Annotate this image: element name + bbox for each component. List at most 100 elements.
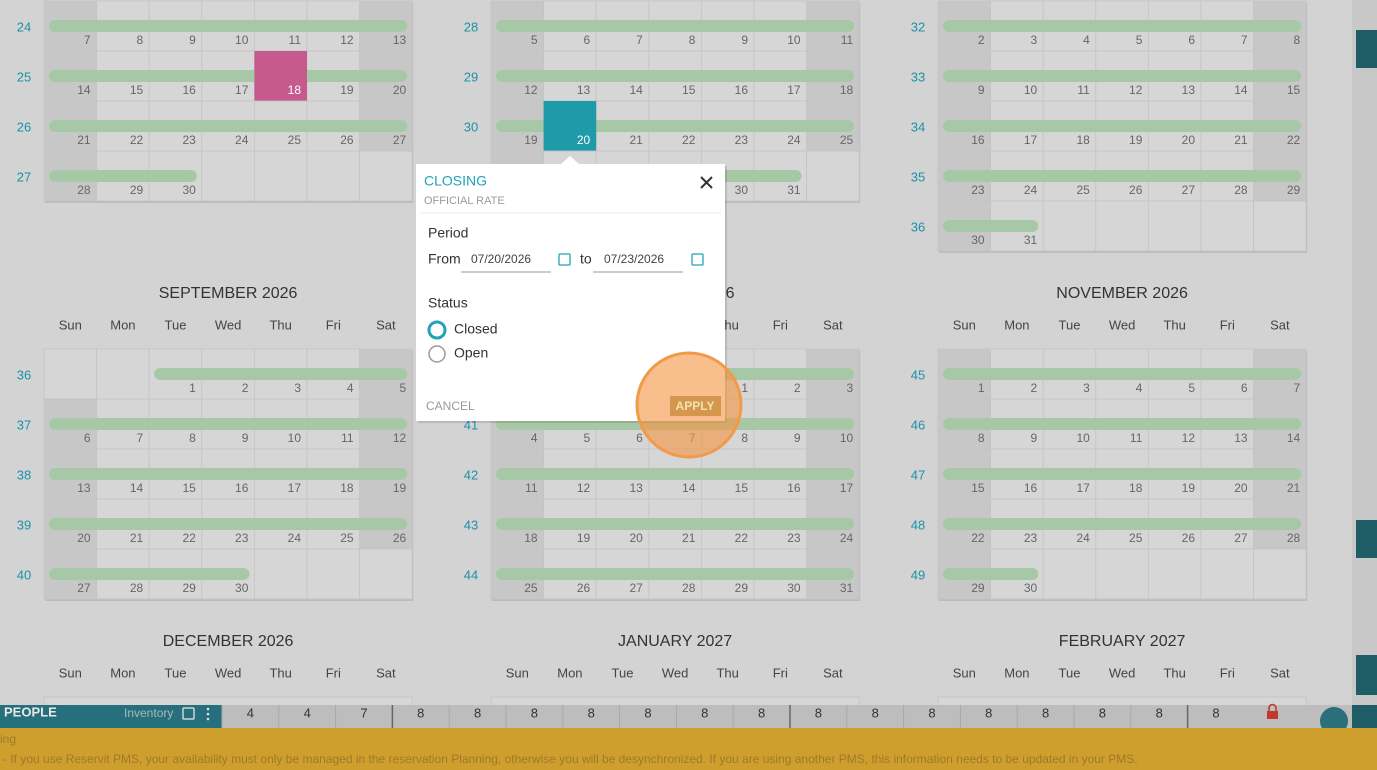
day-name: Fri bbox=[1220, 317, 1235, 332]
day-number: 29 bbox=[1287, 183, 1301, 197]
week-number: 33 bbox=[911, 69, 925, 84]
week-number: 46 bbox=[911, 417, 925, 432]
dialog-title: CLOSING bbox=[424, 173, 487, 189]
day-cell bbox=[1042, 548, 1097, 600]
day-number: 15 bbox=[682, 83, 696, 97]
availability-bar bbox=[943, 70, 1302, 82]
day-number: 1 bbox=[978, 381, 985, 395]
day-number: 30 bbox=[1024, 581, 1038, 595]
day-name: Sun bbox=[953, 317, 976, 332]
day-number: 11 bbox=[841, 33, 854, 47]
apply-button[interactable]: APPLY bbox=[676, 399, 715, 413]
day-number: 28 bbox=[1234, 183, 1248, 197]
week-number: 36 bbox=[17, 367, 31, 382]
day-name: Tue bbox=[1059, 317, 1081, 332]
day-number: 14 bbox=[1287, 431, 1301, 445]
day-name: Thu bbox=[269, 317, 291, 332]
week-number: 41 bbox=[464, 417, 478, 432]
radio-label: Closed bbox=[454, 321, 498, 337]
to-date[interactable]: 07/23/2026 bbox=[604, 252, 664, 266]
notice-text: l - If you use Reservit PMS, your availa… bbox=[0, 752, 1138, 766]
section-label: PEOPLE bbox=[4, 704, 57, 719]
day-number: 25 bbox=[340, 531, 354, 545]
day-number: 30 bbox=[735, 183, 749, 197]
dialog: CLOSING OFFICIAL RATE Period From 07/20/… bbox=[416, 156, 743, 459]
cancel-button[interactable]: CANCEL bbox=[426, 399, 475, 413]
day-number: 14 bbox=[682, 481, 696, 495]
menu-dot[interactable] bbox=[206, 707, 210, 711]
day-name: Sun bbox=[59, 317, 82, 332]
close-button[interactable] bbox=[700, 176, 713, 189]
day-number: 11 bbox=[1130, 431, 1143, 445]
radio-button[interactable] bbox=[428, 345, 446, 363]
counts-bar bbox=[222, 705, 1352, 728]
day-name: Sat bbox=[376, 665, 396, 680]
day-number: 20 bbox=[1234, 481, 1248, 495]
availability-bar bbox=[943, 170, 1302, 182]
day-number: 22 bbox=[1287, 133, 1301, 147]
date-picker-icon[interactable] bbox=[558, 253, 571, 266]
day-number: 23 bbox=[182, 133, 196, 147]
month-title: NOVEMBER 2026 bbox=[1056, 285, 1188, 302]
availability-bar bbox=[49, 418, 408, 430]
week-number: 24 bbox=[17, 19, 31, 34]
day-name: Mon bbox=[110, 665, 135, 680]
day-number: 24 bbox=[787, 133, 801, 147]
day-name: Tue bbox=[1059, 665, 1081, 680]
day-number: 20 bbox=[77, 531, 91, 545]
day-number: 27 bbox=[1234, 531, 1248, 545]
availability-bar bbox=[49, 120, 408, 132]
day-number: 17 bbox=[235, 83, 249, 97]
availability-bar bbox=[943, 518, 1302, 530]
availability-bar bbox=[49, 568, 250, 580]
radio-label: Open bbox=[454, 345, 488, 361]
availability-bar bbox=[943, 120, 1302, 132]
availability-bar bbox=[496, 518, 855, 530]
day-number: 25 bbox=[288, 133, 302, 147]
day-cell bbox=[253, 548, 308, 600]
day-number: 11 bbox=[1077, 83, 1090, 97]
view-label[interactable]: Inventory bbox=[124, 706, 173, 720]
day-number: 26 bbox=[393, 531, 407, 545]
day-cell bbox=[253, 150, 308, 202]
week-number: 38 bbox=[17, 467, 31, 482]
count: 8 bbox=[474, 705, 481, 720]
calendar-icon[interactable] bbox=[182, 707, 195, 720]
day-number: 12 bbox=[393, 431, 407, 445]
day-name: Tue bbox=[612, 665, 634, 680]
day-name: Mon bbox=[1004, 317, 1029, 332]
availability-bar bbox=[943, 468, 1302, 480]
day-number: 30 bbox=[787, 581, 801, 595]
radio-dot bbox=[433, 326, 441, 334]
day-name: Sat bbox=[823, 665, 843, 680]
day-number: 25 bbox=[524, 581, 538, 595]
day-number: 5 bbox=[584, 431, 591, 445]
day-number: 7 bbox=[84, 33, 91, 47]
day-cell bbox=[1200, 200, 1254, 252]
dialog-arrow bbox=[561, 156, 579, 164]
day-cell bbox=[43, 348, 97, 400]
from-date[interactable]: 07/20/2026 bbox=[471, 252, 531, 266]
day-cell bbox=[306, 548, 360, 600]
week-number: 30 bbox=[464, 119, 478, 134]
day-number: 21 bbox=[130, 531, 144, 545]
week-number: 25 bbox=[17, 69, 31, 84]
day-number: 8 bbox=[189, 431, 196, 445]
day-number: 14 bbox=[130, 481, 144, 495]
day-number: 17 bbox=[1076, 481, 1090, 495]
section-bar bbox=[0, 705, 222, 728]
day-name: Fri bbox=[1220, 665, 1235, 680]
day-cell bbox=[1253, 200, 1307, 252]
count: 4 bbox=[247, 705, 254, 720]
day-number: 24 bbox=[1024, 183, 1038, 197]
day-number: 17 bbox=[1024, 133, 1038, 147]
day-name: Wed bbox=[1109, 317, 1136, 332]
day-name: Fri bbox=[773, 665, 788, 680]
count: 8 bbox=[1099, 705, 1106, 720]
day-number: 20 bbox=[1182, 133, 1196, 147]
date-picker-icon[interactable] bbox=[691, 253, 704, 266]
count: 8 bbox=[644, 705, 651, 720]
day-number: 21 bbox=[1234, 133, 1248, 147]
day-number: 13 bbox=[1182, 83, 1196, 97]
to-label: to bbox=[580, 251, 592, 267]
